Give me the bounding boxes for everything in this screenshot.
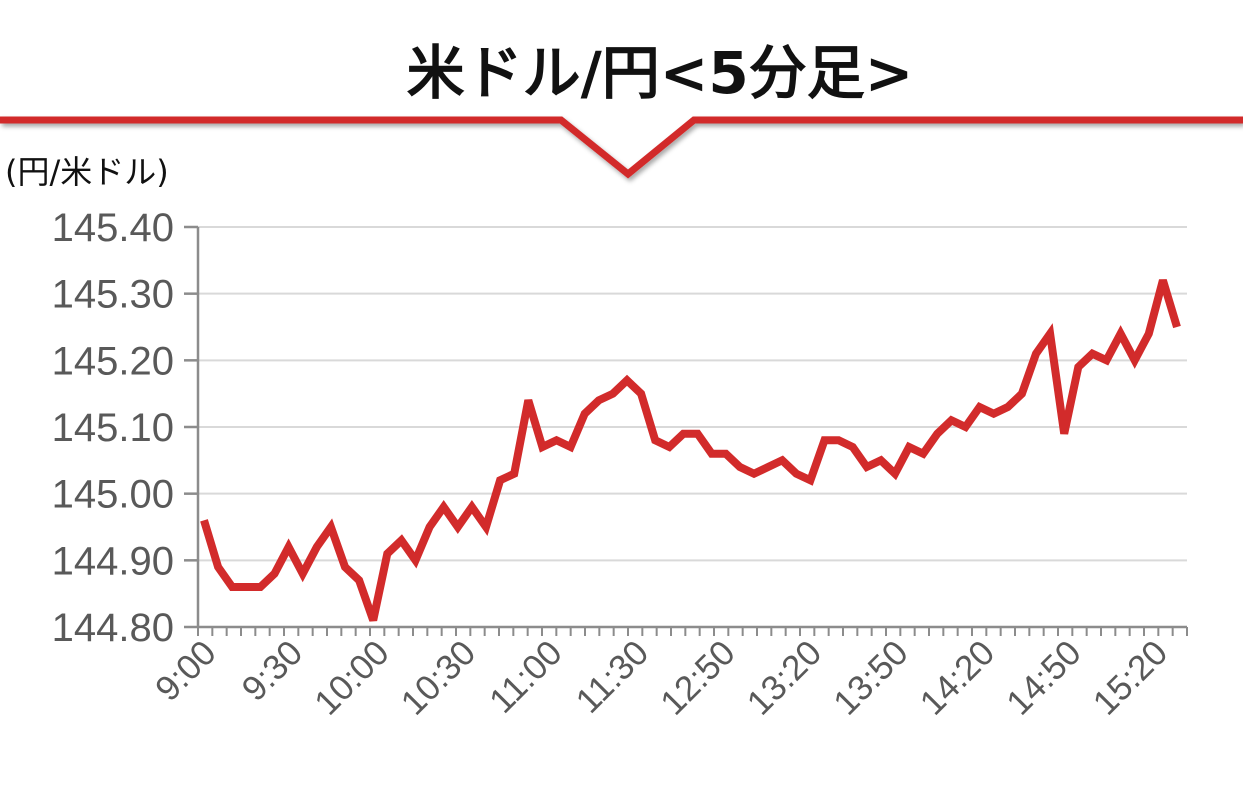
series-line [200, 279, 1181, 622]
y-axis-unit-label: (円/米ドル) [5, 153, 169, 191]
chart-title: 米ドル/円<5分足> [407, 39, 914, 107]
x-tick-label: 14:50 [999, 633, 1089, 723]
gridlines [198, 226, 1187, 562]
header-banner-line [0, 116, 1243, 179]
x-tick-label: 15:20 [1086, 633, 1176, 723]
x-tick-label: 9:30 [234, 633, 310, 709]
y-tick-label: 145.20 [52, 339, 174, 383]
x-tick-label: 11:30 [568, 633, 656, 721]
x-tick-label: 10:30 [394, 633, 484, 723]
y-tick-label: 144.80 [52, 606, 174, 650]
x-tick-labels: 9:00 9:3010:0010:3011:0011:3012:5013:2013… [148, 633, 1175, 723]
y-tick-label: 145.10 [52, 406, 174, 450]
y-tick-labels: 145.40 145.30 145.20 145.10 145.00 144.90 144.… [52, 206, 198, 650]
y-tick-label: 145.40 [52, 206, 174, 250]
x-tick-label: 10:00 [307, 633, 397, 723]
x-tick-label: 11:00 [482, 633, 570, 721]
x-tick-label: 14:20 [913, 633, 1003, 723]
x-minor-ticks [197, 627, 1188, 636]
x-tick-label: 13:20 [740, 633, 830, 723]
series-layer [200, 279, 1181, 622]
x-tick-label: 12:50 [653, 633, 743, 723]
y-tick-label: 144.90 [52, 539, 174, 583]
x-tick-label: 13:50 [826, 633, 916, 723]
y-tick-label: 145.30 [52, 273, 174, 317]
y-tick-label: 145.00 [52, 473, 174, 517]
